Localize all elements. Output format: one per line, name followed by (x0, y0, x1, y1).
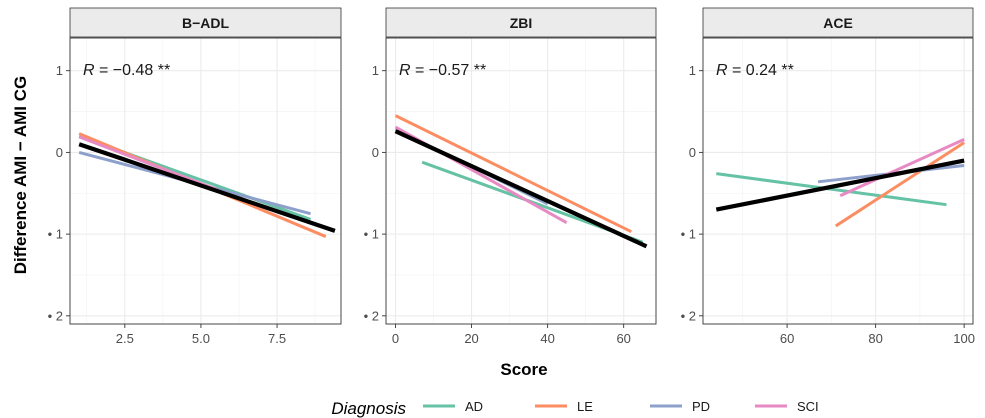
y-tick-label: 1 (56, 63, 63, 78)
correlation-symbol: R (399, 62, 411, 79)
correlation-value: = 0.24 ** (728, 62, 794, 79)
facet-title: B−ADL (182, 15, 230, 31)
y-tick-label: 1 (372, 63, 379, 78)
facet-panels: B−ADL R = −0.48 ** 1 0 • 1 • 2 2.5 5.0 7.5 ZBI R =… (48, 7, 975, 346)
legend-label-ad: AD (465, 399, 483, 414)
panel-border (69, 37, 342, 325)
y-tick-label: • 2 (48, 308, 63, 323)
x-tick-label: 60 (780, 331, 794, 346)
series-line-sci (839, 137, 965, 198)
y-tick-label: 1 (689, 63, 696, 78)
correlation-annotation: R = −0.48 ** (83, 62, 170, 79)
y-tick-label: 0 (56, 145, 63, 160)
panel-3: ACE R = 0.24 ** 1 0 • 1 • 2 60 80 100 (681, 7, 975, 346)
y-axis-title: Difference AMI − AMI CG (11, 76, 30, 275)
facet-strip (385, 7, 657, 38)
series-line-sci (78, 135, 217, 191)
y-tick-label: 0 (372, 145, 379, 160)
panel-border (702, 37, 974, 325)
x-tick-label: 7.5 (268, 331, 286, 346)
legend-label-pd: PD (692, 399, 710, 414)
legend-label-sci: SCI (797, 399, 819, 414)
legend: Diagnosis AD LE PD SCI (331, 399, 818, 418)
overall-regression-line (78, 142, 336, 233)
x-tick-label: 40 (540, 331, 554, 346)
y-tick-label: • 2 (364, 308, 379, 323)
legend-label-le: LE (577, 399, 593, 414)
legend-title: Diagnosis (331, 399, 406, 418)
panel-border (385, 37, 657, 325)
facet-strip (69, 7, 342, 38)
x-tick-label: 5.0 (192, 331, 210, 346)
correlation-value: = −0.57 ** (411, 62, 487, 79)
series-line-ad (716, 172, 947, 207)
y-tick-label: • 1 (364, 227, 379, 242)
facet-strip (702, 7, 974, 38)
panel-background (386, 38, 656, 324)
y-tick-label: • 2 (681, 308, 696, 323)
facet-title: ZBI (510, 15, 533, 31)
correlation-annotation: R = 0.24 ** (716, 62, 794, 79)
series-line-le (834, 141, 965, 228)
x-tick-label: 2.5 (116, 331, 134, 346)
correlation-symbol: R (716, 62, 728, 79)
panel-1: B−ADL R = −0.48 ** 1 0 • 1 • 2 2.5 5.0 7.5 (48, 7, 342, 346)
y-tick-label: 0 (689, 145, 696, 160)
x-tick-label: 0 (392, 331, 399, 346)
x-tick-label: 60 (616, 331, 630, 346)
panel-2: ZBI R = −0.57 ** 1 0 • 1 • 2 0 20 40 60 (364, 7, 657, 346)
correlation-annotation: R = −0.57 ** (399, 62, 486, 79)
y-tick-label: • 1 (48, 227, 63, 242)
y-tick-label: • 1 (681, 227, 696, 242)
correlation-value: = −0.48 ** (95, 62, 171, 79)
x-tick-label: 80 (868, 331, 882, 346)
overall-regression-line (394, 129, 648, 249)
x-axis-title: Score (500, 360, 547, 379)
x-tick-label: 20 (464, 331, 478, 346)
series-line-le (394, 114, 632, 234)
correlation-symbol: R (83, 62, 95, 79)
facet-title: ACE (823, 15, 853, 31)
overall-regression-line (715, 158, 965, 212)
x-tick-label: 100 (953, 331, 975, 346)
